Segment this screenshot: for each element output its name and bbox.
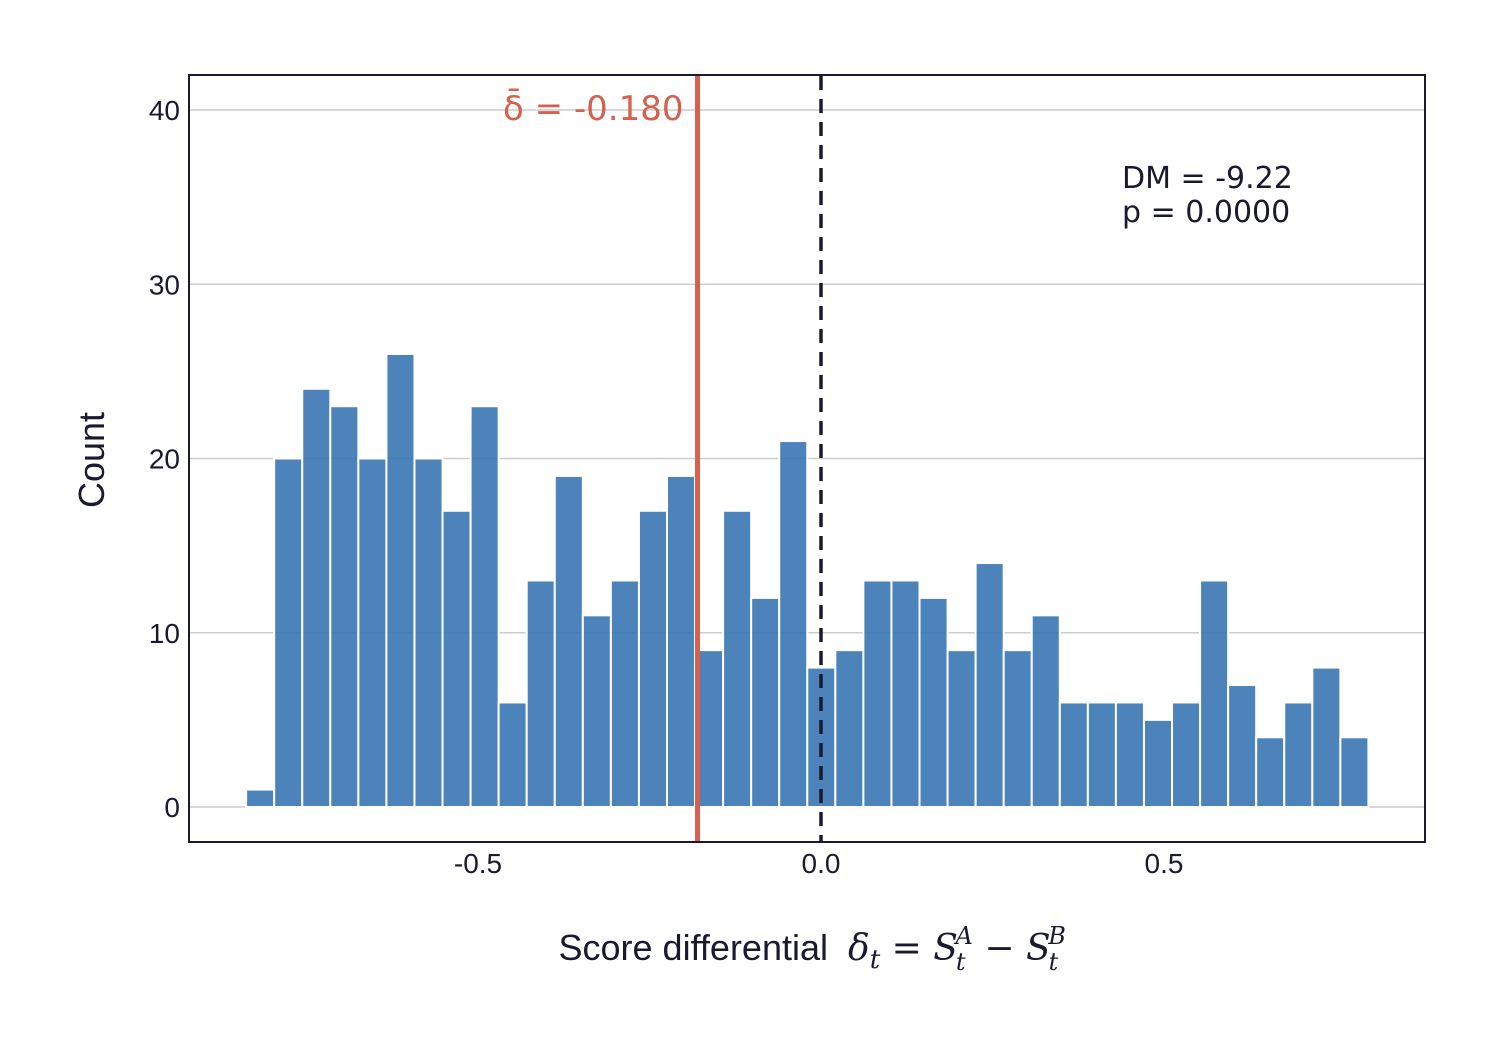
histogram-bar: [806, 666, 837, 808]
histogram-bar: [1339, 736, 1370, 808]
histogram-bar: [1171, 701, 1202, 809]
y-tick-label: 20: [149, 444, 180, 475]
histogram-bar: [469, 405, 500, 808]
histogram-bar: [581, 614, 612, 809]
p-value: p = 0.0000: [1122, 195, 1290, 230]
histogram-bar: [273, 457, 304, 808]
histogram-bar: [385, 352, 416, 808]
histogram-bar: [1086, 701, 1117, 809]
histogram-bar: [722, 509, 753, 808]
y-tick-label: 30: [149, 269, 180, 300]
y-tick-label: 40: [149, 95, 180, 126]
y-axis-label: Count: [71, 412, 112, 508]
histogram-bar: [245, 788, 276, 809]
histogram-bar: [946, 649, 977, 808]
x-axis-label-math: δt = StA − StB: [848, 922, 1066, 976]
x-axis-label: Score differential: [559, 927, 829, 968]
histogram-bar: [441, 509, 472, 808]
x-tick-label: 0.0: [802, 848, 841, 879]
histogram-bar: [1255, 736, 1286, 808]
histogram-bar: [553, 474, 584, 808]
x-tick-label: 0.5: [1145, 848, 1184, 879]
y-tick-label: 0: [164, 792, 180, 823]
histogram-bar: [918, 596, 949, 809]
histogram-bar: [862, 579, 893, 808]
histogram-bar: [1002, 649, 1033, 808]
dm-statistic: DM = -9.22: [1122, 161, 1293, 196]
histogram-bar: [1142, 718, 1174, 808]
histogram-bar: [1030, 614, 1061, 809]
y-tick-label: 10: [149, 618, 180, 649]
x-tick-label: -0.5: [454, 848, 502, 879]
histogram-bar: [1114, 701, 1145, 809]
histogram-bar: [413, 457, 444, 808]
histogram-bar: [1058, 701, 1089, 809]
plot-frame: [188, 74, 1426, 843]
histogram-bar: [1227, 684, 1258, 809]
histogram-bar: [890, 579, 921, 808]
histogram-bar: [665, 474, 697, 808]
svg-text:δt = StA − StB: δt = StA − StB: [848, 922, 1066, 976]
histogram-bar: [525, 579, 556, 808]
histogram-bar: [834, 649, 865, 808]
histogram-bar: [329, 405, 360, 808]
histogram-bar: [497, 701, 528, 809]
histogram-bar: [750, 596, 781, 809]
histogram-bar: [357, 457, 388, 808]
histogram-bar: [1311, 666, 1342, 808]
mean-label: δ̄ = -0.180: [503, 88, 684, 129]
histogram-bar: [1199, 579, 1230, 808]
histogram-bar: [637, 509, 668, 808]
histogram-bar: [609, 579, 640, 808]
histogram-bar: [301, 387, 332, 808]
histogram-bar: [1283, 701, 1314, 809]
histogram-bar: [974, 562, 1005, 808]
histogram-bar: [778, 440, 809, 808]
